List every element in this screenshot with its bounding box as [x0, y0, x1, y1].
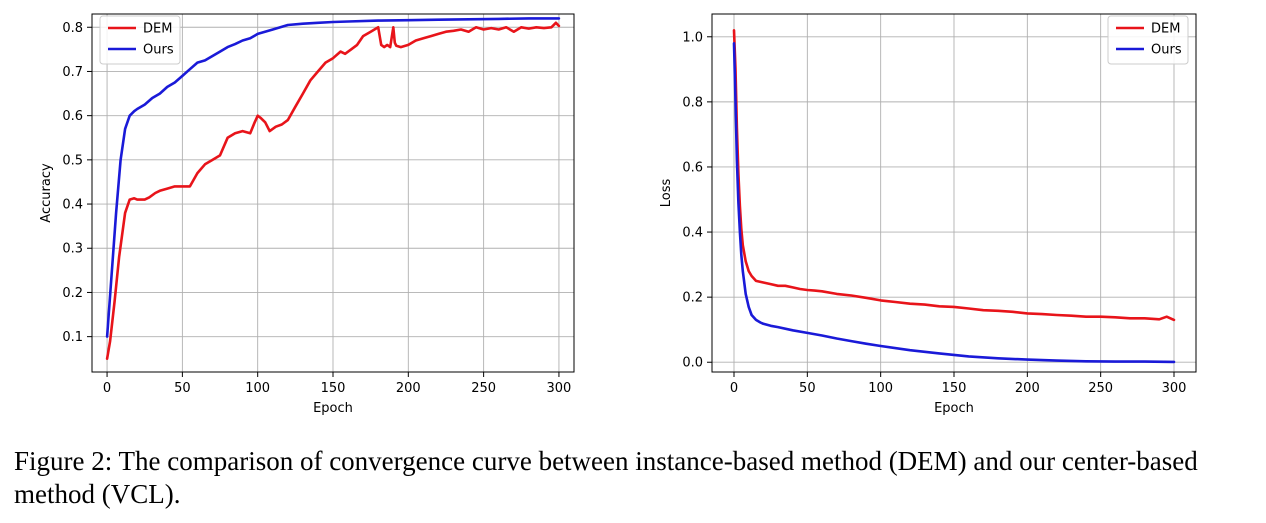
accuracy-chart: 0 50 100 150 200 250 300Epoch0.10.20.30.40.50.…: [39, 13, 575, 416]
loss-x-axis: 0 50 100 150 200 250 300: [730, 372, 1187, 396]
loss-series-dem-line: [732, 28, 1176, 322]
loss-grid: [712, 14, 1196, 372]
loss-x-tick-label: 0: [730, 381, 738, 396]
accuracy-legend-label-dem: DEM: [143, 22, 172, 37]
accuracy-series-ours-line: [105, 17, 561, 338]
accuracy-y-tick-label: 0.8: [62, 21, 83, 36]
accuracy-x-axis-label: Epoch: [313, 401, 353, 416]
loss-y-tick-label: 0.4: [682, 226, 703, 241]
accuracy-y-tick-label: 0.4: [62, 198, 83, 213]
figure-caption: Figure 2: The comparison of convergence …: [14, 446, 1198, 509]
accuracy-x-tick-label: 300: [547, 381, 572, 396]
accuracy-x-tick-label: 0: [103, 381, 111, 396]
loss-x-axis-label: Epoch: [934, 401, 974, 416]
loss-chart: 0 50 100 150 200 250 300 Epoch 0.0 0.2 0.4 0.6 0.8 1.…: [659, 13, 1197, 416]
accuracy-y-tick-label: 0.5: [62, 153, 83, 168]
accuracy-y-tick-label: 0.7: [62, 65, 83, 80]
accuracy-x-tick-label: 150: [321, 381, 346, 396]
accuracy-legend-label-ours: Ours: [143, 43, 174, 58]
loss-y-axis-label: Loss: [659, 179, 674, 208]
loss-x-tick-label: 200: [1015, 381, 1040, 396]
accuracy-y-axis-label: Accuracy: [39, 163, 54, 223]
accuracy-legend: DEM Ours: [99, 15, 181, 65]
loss-x-tick-label: 250: [1088, 381, 1113, 396]
accuracy-x-tick-label: 100: [245, 381, 270, 396]
accuracy-y-tick-label: 0.3: [62, 242, 83, 257]
loss-x-tick-label: 150: [942, 381, 967, 396]
accuracy-y-tick-label: 0.2: [62, 286, 83, 301]
loss-x-tick-label: 300: [1162, 381, 1187, 396]
loss-series-ours-line: [732, 41, 1176, 364]
accuracy-y-tick-label: 0.1: [62, 330, 83, 345]
loss-y-tick-label: 0.0: [682, 356, 703, 371]
loss-series-group: [732, 28, 1176, 364]
accuracy-series-dem-line: [105, 21, 561, 361]
loss-y-tick-label: 0.2: [682, 291, 703, 306]
accuracy-grid: [92, 14, 574, 372]
loss-x-tick-label: 100: [868, 381, 893, 396]
accuracy-y-axis: 0.1 0.2 0.3 0.4 0.5 0.6 0.7 0.8: [62, 21, 92, 345]
accuracy-y-tick-label: 0.6: [62, 109, 83, 124]
accuracy-x-axis: 0 50 100 150 200 250 300: [103, 372, 571, 396]
loss-x-tick-label: 50: [799, 381, 816, 396]
loss-y-tick-label: 1.0: [682, 30, 703, 45]
loss-legend-label-dem: DEM: [1151, 22, 1180, 37]
loss-y-tick-label: 0.8: [682, 95, 703, 110]
accuracy-series-group: [105, 17, 561, 361]
loss-y-tick-label: 0.6: [682, 160, 703, 175]
loss-y-axis: 0.0 0.2 0.4 0.6 0.8 1.0: [682, 30, 712, 371]
accuracy-x-tick-label: 250: [471, 381, 496, 396]
accuracy-x-tick-label: 200: [396, 381, 421, 396]
accuracy-x-tick-label: 50: [174, 381, 191, 396]
loss-legend-label-ours: Ours: [1151, 43, 1182, 58]
loss-legend: DEM Ours: [1107, 15, 1189, 65]
